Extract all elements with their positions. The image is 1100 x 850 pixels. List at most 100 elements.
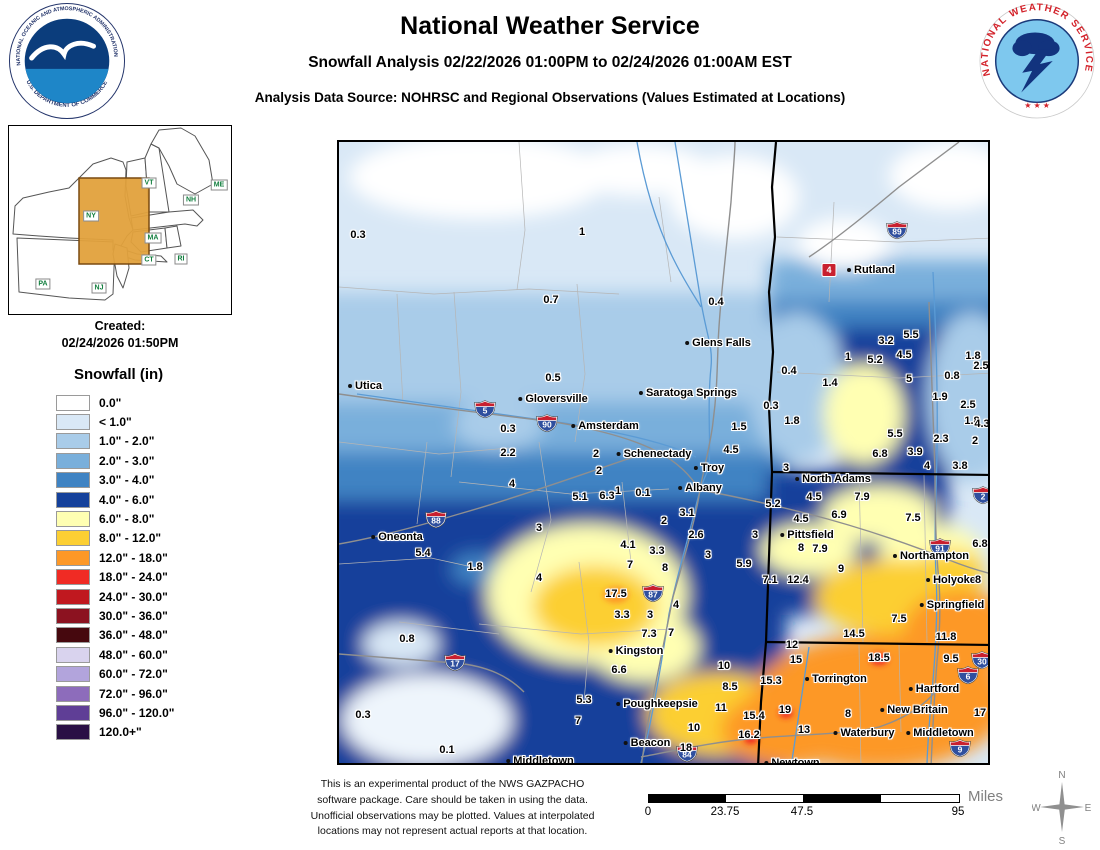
city-dot — [926, 578, 931, 582]
locator-map-svg — [12, 127, 214, 301]
snowfall-value: 7.9 — [812, 543, 828, 555]
city-label: Newtown — [764, 757, 820, 763]
city-dot — [919, 603, 924, 607]
snowfall-value: 18 — [679, 742, 693, 754]
snowfall-value: 7.1 — [762, 574, 778, 586]
data-source-line: Analysis Data Source: NOHRSC and Regiona… — [254, 90, 846, 105]
compass-rose-icon: N S W E — [1032, 770, 1092, 846]
snowfall-map: Utica Gloversville Amsterdam Glens Falls Sar… — [337, 140, 990, 765]
snowfall-value: 4 — [923, 460, 931, 472]
snowfall-legend: 0.0" < 1.0" 1.0" - 2.0" 2.0" - 3.0" 3.0" - 4… — [56, 393, 174, 742]
snowfall-value: 4.1 — [620, 539, 636, 551]
snowfall-value: 8 — [797, 542, 805, 554]
snowfall-value: 3.3 — [614, 609, 630, 621]
city-dot — [685, 341, 690, 345]
disclaimer-line: Unofficial observations may be plotted. … — [310, 809, 595, 822]
nws-logo: NATIONAL WEATHER SERVICE ★ ★ ★ — [979, 2, 1095, 119]
snowfall-value: 0.3 — [350, 229, 366, 241]
legend-label: 36.0" - 48.0" — [99, 628, 168, 643]
snowfall-value: 7.5 — [891, 613, 907, 625]
disclaimer-line: This is an experimental product of the N… — [320, 778, 585, 790]
legend-swatch — [56, 530, 90, 547]
city-dot — [371, 535, 376, 539]
scale-tick: 23.75 — [710, 806, 740, 818]
route-shield: 4 — [821, 263, 837, 277]
snowfall-value: 0.5 — [545, 372, 561, 384]
state-borders — [757, 142, 988, 763]
snowfall-value: 3.3 — [649, 545, 665, 557]
snowfall-value: 6.3 — [599, 490, 615, 502]
state-label: PA — [35, 278, 51, 290]
snowfall-value: 9 — [837, 563, 845, 575]
city-name: Gloversville — [525, 393, 588, 405]
snowfall-value: 5.1 — [572, 491, 588, 503]
city-dot — [795, 477, 800, 481]
highway-lines — [339, 142, 988, 763]
city-label: Middletown — [906, 727, 974, 739]
city-dot — [608, 649, 613, 653]
snowfall-value: 0.3 — [500, 423, 516, 435]
interstate-shield: 87 — [642, 583, 664, 603]
city-label: Springfield — [919, 599, 984, 611]
disclaimer-line: locations may not represent actual repor… — [317, 825, 588, 838]
interstate-shield: 90 — [536, 413, 558, 433]
city-name: Saratoga Springs — [645, 387, 738, 399]
shield-number: 2 — [980, 491, 986, 502]
scale-tick: 47.5 — [790, 806, 814, 818]
legend-swatch — [56, 724, 90, 741]
snowfall-value: 0.4 — [708, 296, 724, 308]
snowfall-value: 8 — [974, 574, 982, 586]
snowfall-value: 12 — [785, 639, 799, 651]
legend-swatch — [56, 704, 90, 721]
snowfall-value: 5.9 — [736, 558, 752, 570]
snowfall-value: 5.2 — [867, 354, 883, 366]
snowfall-value: 10 — [717, 660, 731, 672]
legend-row: 60.0" - 72.0" — [56, 664, 174, 683]
snowfall-value: 17.5 — [605, 588, 627, 600]
legend-label: 4.0" - 6.0" — [99, 492, 155, 507]
nws-cloud-icon — [1012, 32, 1060, 57]
scale-segment — [649, 795, 726, 802]
compass-e: E — [1085, 803, 1092, 814]
created-value: 02/24/2026 01:50PM — [61, 335, 179, 350]
compass-n: N — [1058, 770, 1065, 781]
city-dot — [833, 731, 838, 735]
snowfall-value: 1.5 — [731, 421, 747, 433]
snowfall-value: 1.8 — [467, 561, 483, 573]
snowfall-value: 3 — [751, 529, 759, 541]
city-dot — [780, 533, 785, 537]
legend-row: 18.0" - 24.0" — [56, 568, 174, 587]
snowfall-value: 0.1 — [635, 487, 651, 499]
snowfall-value: 4.3 — [974, 418, 990, 430]
shield-number: 30 — [977, 656, 987, 667]
snowfall-value: 19 — [778, 704, 792, 716]
legend-label: 3.0" - 4.0" — [99, 473, 155, 488]
locator-map: ME NH VT NY MA CT RI PA NJ — [8, 125, 232, 315]
legend-label: < 1.0" — [99, 415, 132, 430]
shield-number: 17 — [450, 658, 460, 669]
snowfall-value: 4 — [535, 572, 543, 584]
city-dot — [693, 466, 698, 470]
snowfall-value: 7.5 — [905, 512, 921, 524]
city-name: Torrington — [812, 673, 867, 685]
snowfall-value: 6.9 — [831, 509, 847, 521]
snowfall-value: 14.5 — [843, 628, 865, 640]
snowfall-value: 16.2 — [738, 729, 760, 741]
legend-label: 24.0" - 30.0" — [99, 589, 168, 604]
city-dot — [571, 424, 576, 428]
legend-swatch — [56, 414, 90, 431]
interstate-shield: 89 — [886, 220, 908, 240]
shield-number: 90 — [542, 419, 552, 430]
snowfall-value: 3 — [782, 462, 790, 474]
snowfall-value: 0.3 — [763, 400, 779, 412]
state-label: NH — [182, 194, 200, 206]
snowfall-value: 2 — [660, 515, 668, 527]
snowfall-value: 1.9 — [932, 391, 948, 403]
state-label: CT — [141, 254, 157, 266]
legend-label: 1.0" - 2.0" — [99, 434, 155, 449]
snowfall-value: 11.8 — [935, 631, 957, 643]
state-label: NJ — [91, 282, 107, 294]
state-label: MA — [144, 232, 162, 244]
city-label: Torrington — [805, 673, 867, 685]
scale-segment — [803, 795, 881, 802]
